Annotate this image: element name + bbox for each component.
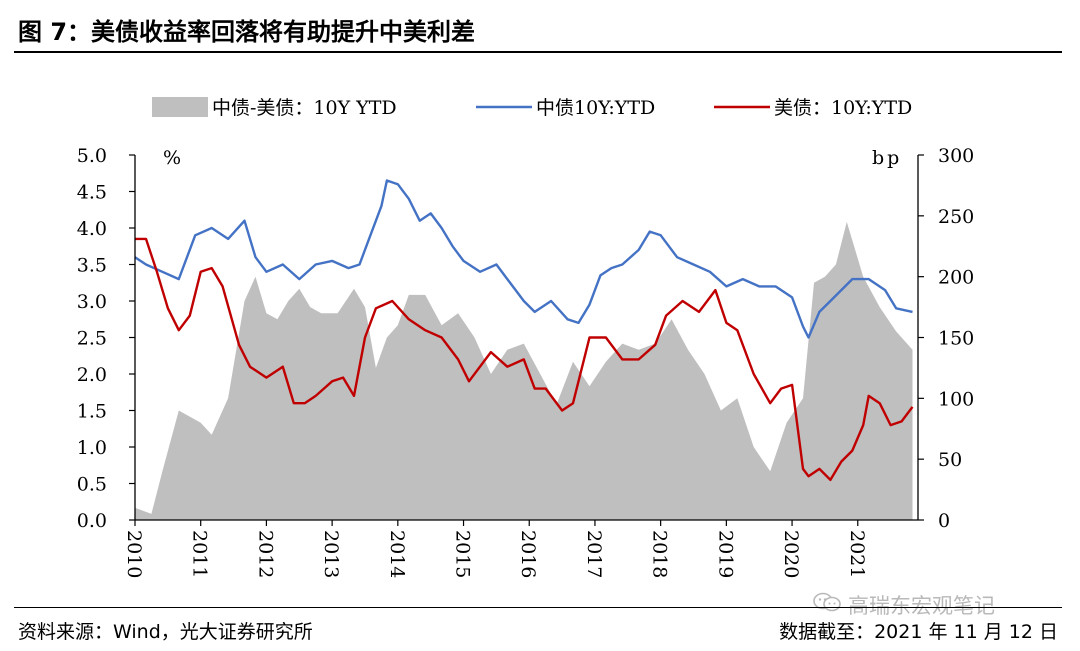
right-tick-label: 300 xyxy=(938,145,974,167)
x-tick-label: 2017 xyxy=(583,530,605,578)
right-tick-label: 150 xyxy=(938,328,974,350)
chart-title: 图 7：美债收益率回落将有助提升中美利差 xyxy=(18,18,476,46)
spread-area-layer xyxy=(135,221,913,520)
legend-label: 美债：10Y:YTD xyxy=(774,97,912,119)
left-tick-label: 0.0 xyxy=(77,510,107,532)
right-tick-label: 0 xyxy=(938,510,950,532)
us-10y-series-line xyxy=(135,237,914,482)
x-tick-label: 2013 xyxy=(320,530,342,578)
line-layer xyxy=(134,179,914,482)
left-tick-label: 3.5 xyxy=(77,255,107,277)
x-tick-label: 2019 xyxy=(714,530,736,578)
right-tick-label: 200 xyxy=(938,267,974,289)
left-tick-label: 1.5 xyxy=(77,401,107,423)
x-tick-label: 2018 xyxy=(649,530,671,578)
left-tick-label: 4.5 xyxy=(77,182,107,204)
right-tick-label: 50 xyxy=(938,449,962,471)
left-tick-label: 2.5 xyxy=(77,328,107,350)
left-tick-label: 5.0 xyxy=(77,145,107,167)
china-10y-series-line xyxy=(134,179,913,339)
watermark-text: 高瑞东宏观笔记 xyxy=(848,594,995,618)
axes-layer: 5.0 4.5 4.0 3.5 3.0 2.5 2.0 1.5 1.0 0.5 0.0% 300 250… xyxy=(77,145,974,578)
left-tick-label: 3.0 xyxy=(77,291,107,313)
watermark: 高瑞东宏观笔记 xyxy=(812,590,995,620)
x-tick-label: 2011 xyxy=(189,530,211,578)
right-tick-label: 100 xyxy=(938,388,974,410)
spread-area-series xyxy=(135,221,913,520)
left-tick-label: 2.0 xyxy=(77,364,107,386)
x-tick-label: 2020 xyxy=(780,530,802,578)
left-unit-label: % xyxy=(163,147,181,169)
legend: 中债-美债：10Y YTD 中债10Y:YTD 美债：10Y:YTD xyxy=(152,97,912,119)
left-tick-label: 0.5 xyxy=(77,474,107,496)
x-tick-label: 2021 xyxy=(846,530,868,578)
title-rule xyxy=(14,51,1062,53)
x-tick-label: 2015 xyxy=(452,530,474,578)
footer-rule xyxy=(14,607,1062,608)
legend-swatch-spread xyxy=(152,97,208,117)
legend-label: 中债-美债：10Y YTD xyxy=(212,97,397,119)
left-tick-label: 1.0 xyxy=(77,437,107,459)
source-note: 资料来源：Wind，光大证券研究所 xyxy=(18,621,313,643)
right-tick-label: 250 xyxy=(938,206,974,228)
x-tick-label: 2016 xyxy=(517,530,539,578)
legend-label: 中债10Y:YTD xyxy=(536,97,655,119)
x-tick-label: 2014 xyxy=(386,530,408,578)
wechat-icon xyxy=(812,591,842,618)
right-unit-label: bp xyxy=(872,147,902,169)
x-tick-label: 2010 xyxy=(123,530,145,578)
data-cutoff-note: 数据截至：2021 年 11 月 12 日 xyxy=(779,621,1058,643)
x-tick-label: 2012 xyxy=(254,530,276,578)
left-tick-label: 4.0 xyxy=(77,218,107,240)
